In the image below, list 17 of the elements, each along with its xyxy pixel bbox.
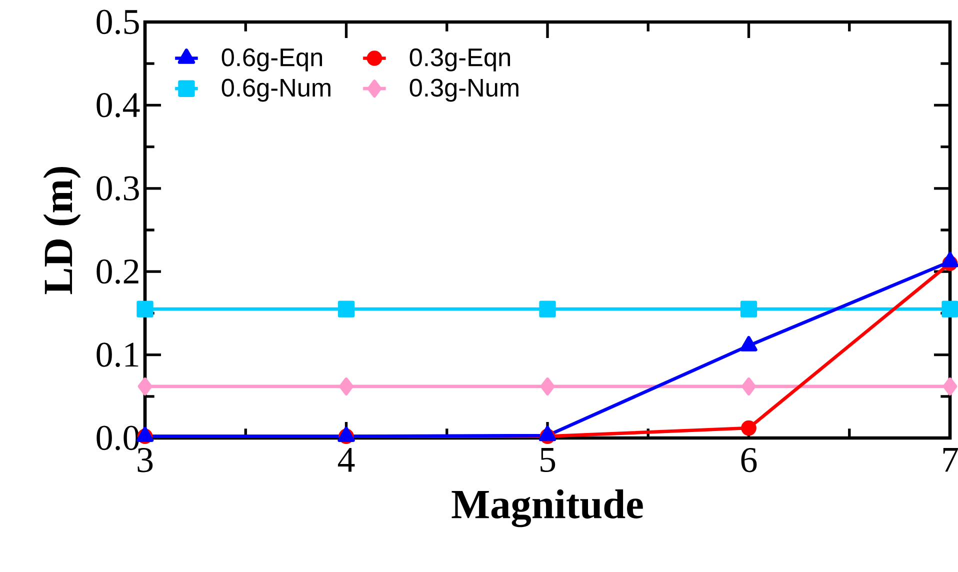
y-tick-label: 0.3 [96, 176, 139, 201]
y-tick-label: 0.1 [96, 342, 138, 368]
x-tick-label: 6 [741, 448, 757, 472]
y-tick-label: 0.4 [96, 92, 140, 118]
y-tick-label: 0.2 [96, 259, 138, 284]
legend-label: 0.6g-Eqn [222, 48, 322, 72]
x-tick-label: 3 [138, 448, 153, 472]
y-tick-label: 0.0 [96, 426, 139, 450]
x-tick-label: 4 [338, 448, 355, 472]
x-tick-label: 7 [943, 448, 958, 472]
legend-label: 0.6g-Num [222, 78, 330, 102]
x-axis-title: Magnitude [452, 489, 643, 528]
x-tick-label: 5 [540, 448, 556, 472]
y-tick-label: 0.5 [96, 10, 139, 34]
legend-label: 0.3g-Eqn [410, 48, 510, 72]
y-axis-title: LD (m) [43, 166, 81, 294]
legend-label: 0.3g-Num [410, 78, 518, 102]
